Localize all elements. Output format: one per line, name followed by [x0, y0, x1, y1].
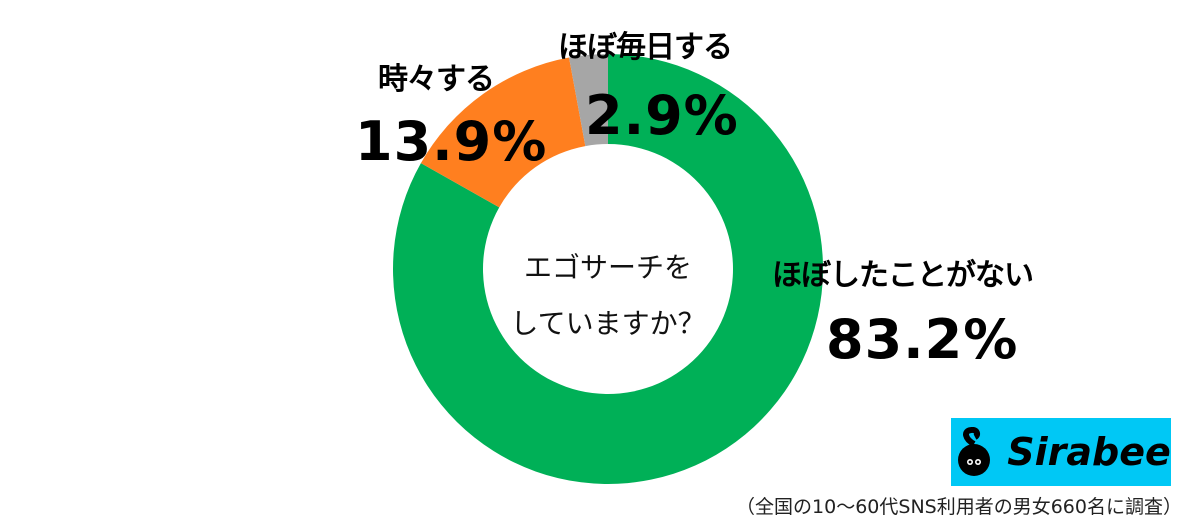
brand-name: Sirabee: [1007, 430, 1171, 474]
donut-slice: [569, 54, 608, 147]
label-daily-pct: 2.9%: [585, 84, 739, 147]
label-sometimes-pct: 13.9%: [355, 110, 548, 173]
sirabee-logo: Sirabee: [951, 418, 1171, 486]
label-sometimes-category: 時々する: [378, 62, 495, 97]
question-line-1: エゴサーチを: [523, 251, 692, 284]
label-never-pct: 83.2%: [826, 308, 1019, 371]
donut-slice: [420, 57, 586, 208]
survey-footnote: （全国の10〜60代SNS利用者の男女660名に調査）: [736, 496, 1182, 518]
chart-question: エゴサーチを していますか？: [483, 240, 733, 352]
sirabee-mascot-icon: [958, 427, 991, 476]
label-never-category: ほぼしたことがない: [772, 258, 1034, 293]
label-daily-category: ほぼ毎日する: [558, 30, 733, 65]
donut-slice: [393, 54, 824, 484]
question-line-2: していますか？: [510, 307, 706, 340]
